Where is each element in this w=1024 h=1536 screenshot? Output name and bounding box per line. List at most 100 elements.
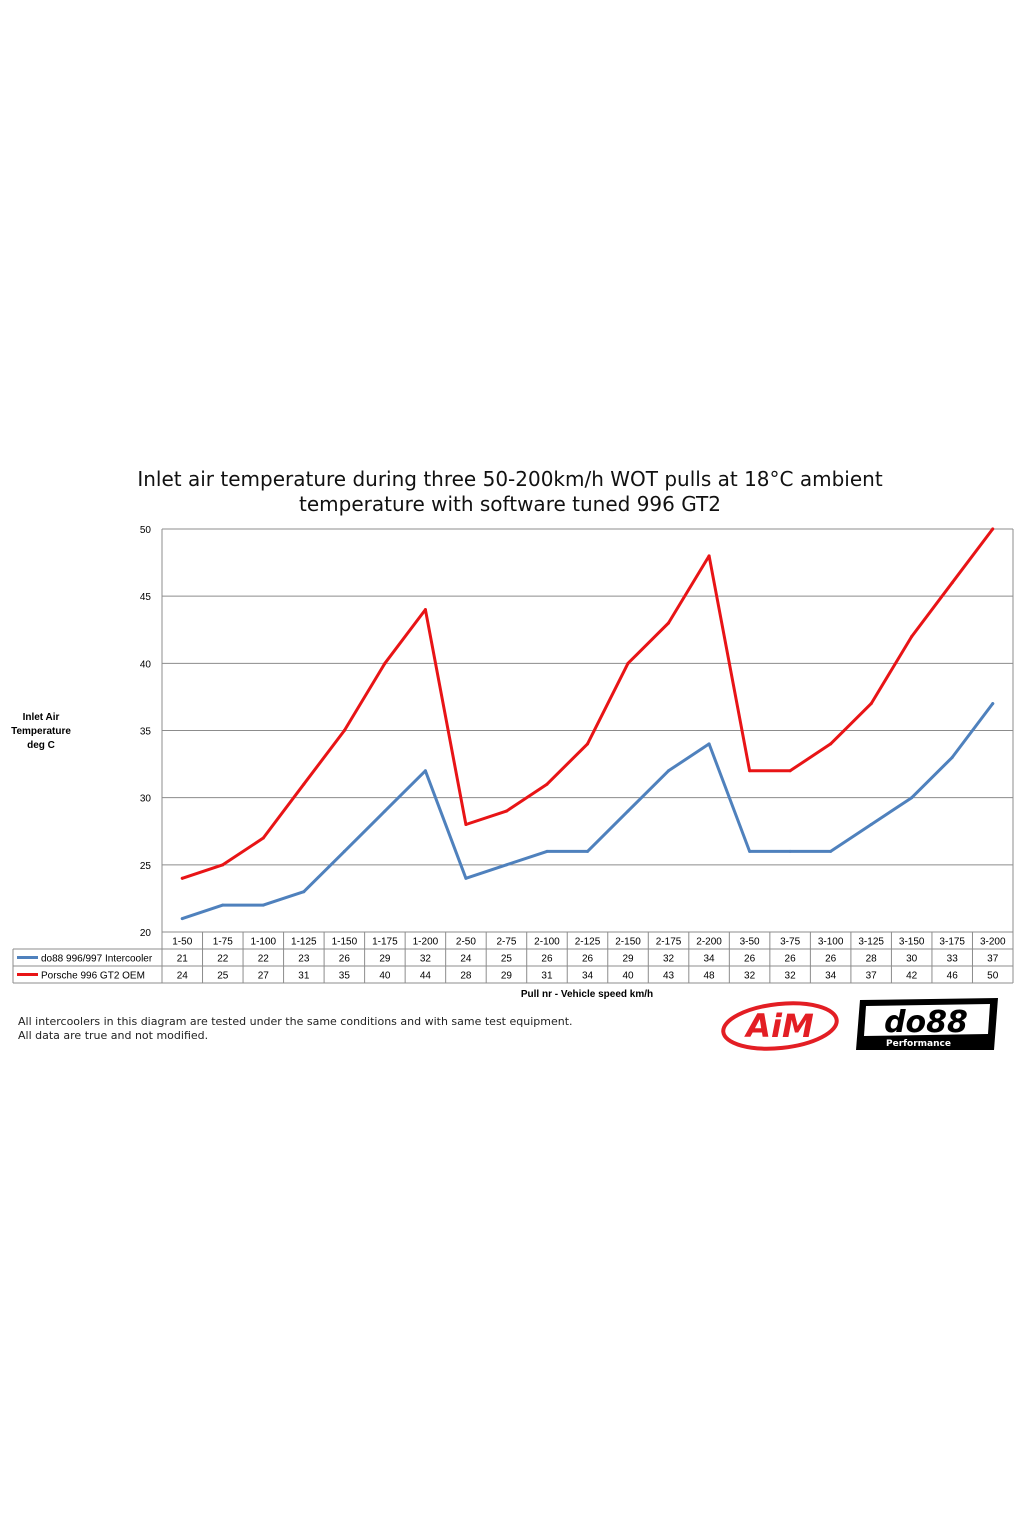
table-cell-1-3: 31 bbox=[298, 971, 310, 982]
data-point-1-12 bbox=[667, 621, 671, 625]
data-point-0-12 bbox=[667, 769, 671, 773]
table-cell-0-5: 29 bbox=[379, 954, 391, 965]
y-tick-35: 35 bbox=[140, 727, 152, 738]
svg-text:AiM: AiM bbox=[743, 1007, 814, 1045]
y-axis-ticks: 20 25 30 35 40 45 50 bbox=[140, 525, 152, 939]
chart-title-line-2: temperature with software tuned 996 GT2 bbox=[299, 492, 721, 516]
table-cell-0-11: 29 bbox=[622, 954, 634, 965]
data-point-0-17 bbox=[869, 823, 873, 827]
data-point-0-2 bbox=[261, 903, 265, 907]
data-point-1-17 bbox=[869, 702, 873, 706]
table-cell-0-6: 32 bbox=[420, 954, 432, 965]
data-point-0-1 bbox=[221, 903, 225, 907]
table-cell-1-10: 34 bbox=[582, 971, 594, 982]
table-cell-1-16: 34 bbox=[825, 971, 837, 982]
table-cell-0-18: 30 bbox=[906, 954, 918, 965]
data-point-0-5 bbox=[383, 809, 387, 813]
table-cell-0-1: 22 bbox=[217, 954, 229, 965]
table-cell-0-10: 26 bbox=[582, 954, 594, 965]
table-cell-1-9: 31 bbox=[541, 971, 553, 982]
footnote-line-1: All intercoolers in this diagram are tes… bbox=[18, 1015, 573, 1028]
data-point-0-16 bbox=[829, 849, 833, 853]
data-point-0-15 bbox=[788, 849, 792, 853]
table-cell-1-14: 32 bbox=[744, 971, 756, 982]
x-tick-1-150: 1-150 bbox=[332, 937, 358, 948]
data-point-1-14 bbox=[748, 769, 752, 773]
data-point-0-11 bbox=[626, 809, 630, 813]
data-point-0-13 bbox=[707, 742, 711, 746]
table-cell-1-6: 44 bbox=[420, 971, 432, 982]
data-point-1-2 bbox=[261, 836, 265, 840]
do88-logo: do88 Performance bbox=[856, 998, 998, 1050]
table-cell-0-0: 21 bbox=[177, 954, 189, 965]
table-cell-1-5: 40 bbox=[379, 971, 391, 982]
table-cell-0-15: 26 bbox=[785, 954, 797, 965]
legend-label-1: Porsche 996 GT2 OEM bbox=[41, 971, 145, 982]
table-cell-0-20: 37 bbox=[987, 954, 999, 965]
chart-title-line-1: Inlet air temperature during three 50-20… bbox=[137, 467, 882, 491]
x-tick-3-200: 3-200 bbox=[980, 937, 1006, 948]
table-cell-1-15: 32 bbox=[785, 971, 797, 982]
y-tick-40: 40 bbox=[140, 659, 152, 670]
table-cell-1-19: 46 bbox=[947, 971, 959, 982]
table-cell-0-4: 26 bbox=[339, 954, 351, 965]
data-point-1-10 bbox=[586, 742, 589, 746]
table-cell-1-11: 40 bbox=[622, 971, 634, 982]
x-tick-3-50: 3-50 bbox=[740, 937, 760, 948]
legend-label-0: do88 996/997 Intercooler bbox=[41, 954, 153, 965]
data-point-1-9 bbox=[545, 782, 549, 786]
x-tick-2-125: 2-125 bbox=[575, 937, 601, 948]
table-cell-1-2: 27 bbox=[258, 971, 270, 982]
x-tick-3-100: 3-100 bbox=[818, 937, 844, 948]
data-point-0-18 bbox=[910, 796, 914, 800]
data-point-1-7 bbox=[464, 823, 468, 827]
table-cell-0-13: 34 bbox=[704, 954, 716, 965]
x-tick-2-100: 2-100 bbox=[534, 937, 560, 948]
y-tick-45: 45 bbox=[140, 592, 152, 603]
y-tick-30: 30 bbox=[140, 794, 152, 805]
y-axis-label: Inlet Air Temperature deg C bbox=[11, 712, 71, 751]
gridlines bbox=[161, 528, 1014, 933]
data-point-1-18 bbox=[910, 634, 914, 638]
table-cell-1-4: 35 bbox=[339, 971, 351, 982]
x-tick-2-200: 2-200 bbox=[696, 937, 722, 948]
table-cell-1-20: 50 bbox=[987, 971, 999, 982]
data-point-0-9 bbox=[545, 849, 549, 853]
table-cell-0-17: 28 bbox=[866, 954, 878, 965]
data-point-0-20 bbox=[991, 702, 995, 706]
x-tick-3-150: 3-150 bbox=[899, 937, 925, 948]
data-point-0-0 bbox=[180, 917, 184, 921]
data-point-1-15 bbox=[788, 769, 792, 773]
table-cell-1-7: 28 bbox=[460, 971, 472, 982]
data-point-0-3 bbox=[302, 890, 306, 894]
table-cell-0-3: 23 bbox=[298, 954, 310, 965]
x-tick-1-125: 1-125 bbox=[291, 937, 317, 948]
x-tick-2-50: 2-50 bbox=[456, 937, 476, 948]
x-tick-1-200: 1-200 bbox=[413, 937, 439, 948]
table-cell-0-19: 33 bbox=[947, 954, 959, 965]
data-point-1-8 bbox=[504, 809, 508, 813]
data-point-1-4 bbox=[342, 729, 346, 732]
aim-logo: AiM bbox=[721, 1001, 839, 1051]
data-point-1-13 bbox=[707, 554, 711, 558]
data-point-1-19 bbox=[950, 581, 954, 585]
table-cell-1-17: 37 bbox=[866, 971, 878, 982]
data-point-1-6 bbox=[423, 608, 427, 612]
x-tick-2-75: 2-75 bbox=[496, 937, 516, 948]
table-cell-0-2: 22 bbox=[258, 954, 270, 965]
table-cell-1-13: 48 bbox=[704, 971, 716, 982]
y-tick-50: 50 bbox=[140, 525, 152, 536]
data-point-0-10 bbox=[586, 849, 589, 853]
x-tick-2-175: 2-175 bbox=[656, 937, 682, 948]
data-point-1-3 bbox=[302, 782, 306, 786]
x-tick-2-150: 2-150 bbox=[615, 937, 641, 948]
y-tick-20: 20 bbox=[140, 928, 152, 939]
x-tick-3-125: 3-125 bbox=[858, 937, 884, 948]
data-point-1-0 bbox=[180, 876, 184, 880]
series-lines bbox=[180, 527, 995, 921]
data-point-0-19 bbox=[950, 755, 954, 759]
table-cell-1-8: 29 bbox=[501, 971, 513, 982]
data-point-0-8 bbox=[504, 863, 508, 867]
footnote-line-2: All data are true and not modified. bbox=[18, 1029, 209, 1042]
